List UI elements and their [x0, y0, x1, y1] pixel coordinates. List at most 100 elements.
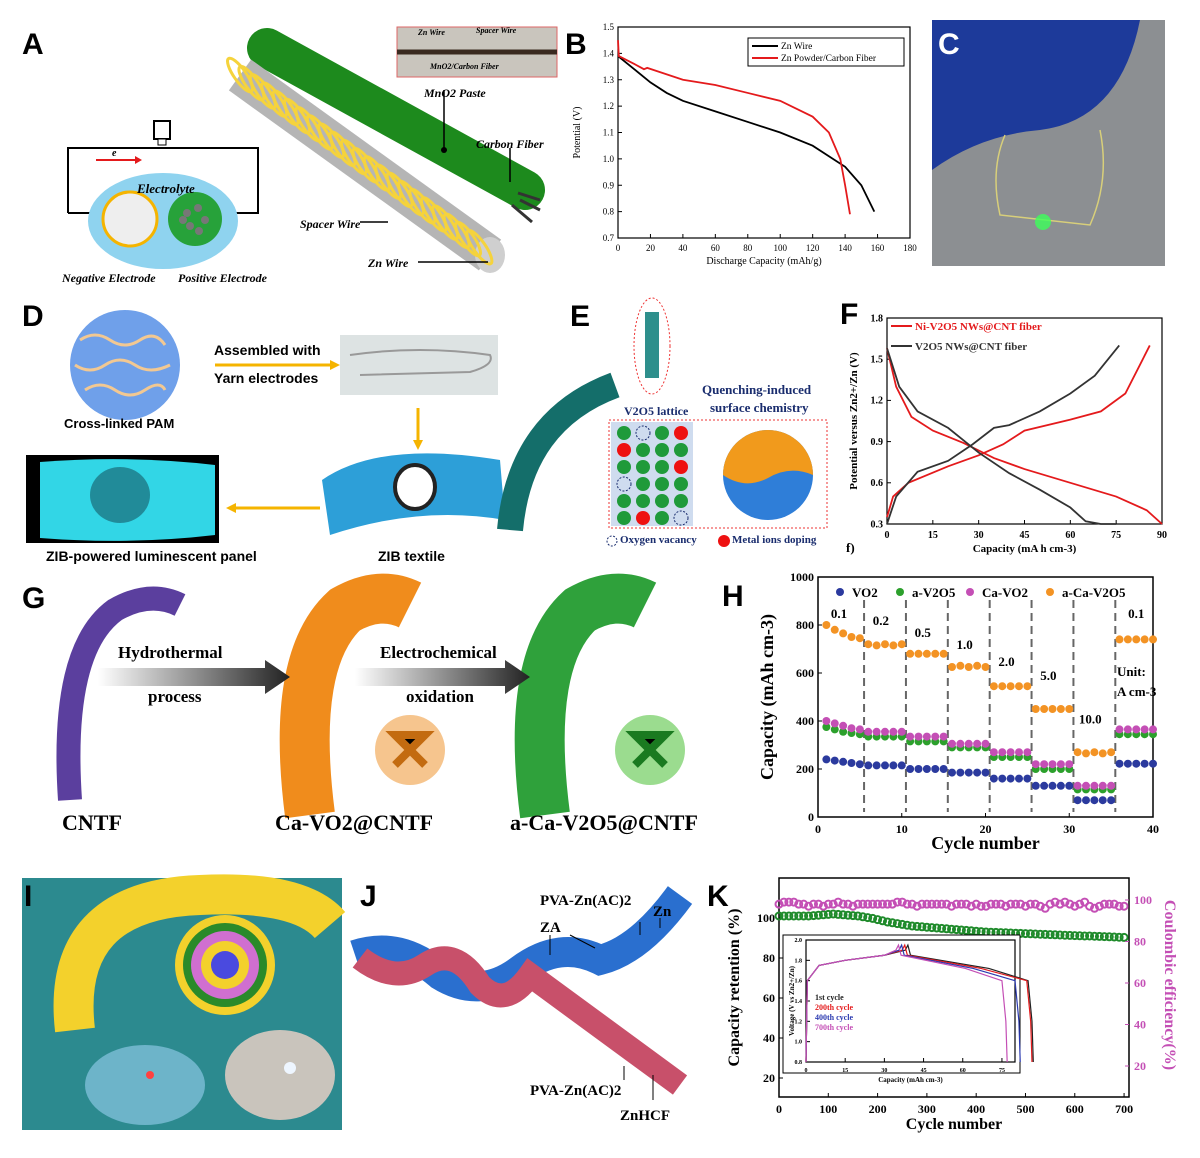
data-point	[897, 640, 906, 649]
data-point	[1123, 759, 1132, 768]
y-tick-label: 0	[808, 810, 814, 824]
efficiency-point	[1006, 899, 1016, 909]
unit-label: A cm-3	[1117, 684, 1157, 699]
efficiency-point	[1065, 899, 1075, 909]
data-point	[864, 761, 873, 770]
efficiency-point	[1119, 901, 1129, 911]
y-tick-label: 0.3	[871, 519, 884, 530]
y-tick-label: 800	[796, 618, 814, 632]
data-point	[998, 682, 1007, 691]
data-point	[864, 640, 873, 649]
retention-point	[1025, 929, 1035, 939]
data-point	[922, 765, 931, 773]
data-point	[939, 649, 948, 658]
efficiency-point	[853, 899, 863, 909]
data-point	[1065, 705, 1074, 713]
legend-label: V2O5 NWs@CNT fiber	[915, 341, 1027, 353]
x-axis-label: Discharge Capacity (mAh/g)	[706, 256, 821, 267]
panel-d-illustration	[26, 310, 505, 543]
panel-label-j: J	[360, 880, 377, 913]
retention-point	[1089, 931, 1099, 941]
panel-label-a: A	[22, 28, 44, 61]
efficiency-point	[1094, 901, 1104, 911]
data-point	[872, 641, 881, 650]
efficiency-point	[784, 897, 794, 907]
panel-j-illustration	[350, 886, 693, 1100]
data-point	[931, 765, 940, 773]
x-tick-label: 60	[960, 1068, 966, 1074]
data-point	[1149, 725, 1157, 734]
data-point	[989, 682, 998, 691]
data-point	[948, 663, 956, 671]
lattice-atom	[636, 443, 650, 457]
data-point	[1140, 725, 1149, 734]
charge-curve	[886, 345, 1151, 518]
data-point	[1140, 635, 1149, 644]
legend-marker	[1046, 588, 1054, 596]
y-axis-label: Capacity (mAh cm-3)	[757, 614, 778, 780]
data-point	[855, 760, 864, 769]
efficiency-point	[922, 899, 932, 909]
y2-axis-label: Coulombic efficiency(%)	[1161, 900, 1178, 1070]
data-point	[839, 721, 848, 730]
data-point	[889, 761, 898, 770]
efficiency-point	[986, 899, 996, 909]
data-point	[872, 761, 881, 770]
lattice-atom	[636, 460, 650, 474]
positive-electrode	[168, 192, 222, 246]
y-tick-label: 0.6	[871, 478, 884, 489]
hydrothermal-label: Hydrothermal	[118, 643, 223, 662]
panel-label-h: H	[722, 580, 744, 613]
hand-photo-inset	[85, 1045, 205, 1125]
y-tick-label: 40	[763, 1031, 775, 1045]
data-point	[1132, 725, 1141, 734]
panel-label-k: K	[707, 880, 729, 913]
efficiency-point	[1085, 901, 1095, 911]
chart-f: 0 15 30 45 60 75 90 0.3 0.6 0.9 1.2 1.5 1.8 Capacity …	[846, 313, 1167, 555]
nanowire-fiber	[497, 372, 620, 532]
znhcf-cathode-fiber	[352, 946, 688, 1095]
data-point	[1090, 781, 1099, 790]
data-point	[1140, 759, 1149, 768]
electrolyte-label: Electrolyte	[137, 181, 195, 196]
charge-curve	[886, 344, 1120, 525]
efficiency-point	[991, 899, 1001, 909]
y-tick-label: 200	[796, 762, 814, 776]
znhcf-label: ZnHCF	[620, 1108, 671, 1124]
efficiency-point	[1104, 899, 1114, 909]
data-point	[956, 739, 965, 748]
data-point	[964, 739, 973, 748]
retention-point	[917, 922, 927, 932]
data-point	[1031, 760, 1040, 769]
x-axis-label: Cycle number	[906, 1116, 1002, 1133]
y-tick-label: 1000	[790, 570, 814, 584]
efficiency-point	[774, 899, 784, 909]
retention-point	[887, 918, 897, 928]
data-point	[922, 732, 931, 741]
panel-e-illustration	[497, 297, 828, 547]
efficiency-point	[961, 899, 971, 909]
data-point	[1132, 635, 1141, 644]
y2-tick-label: 80	[1134, 935, 1146, 949]
y-tick-label: 1.3	[603, 75, 615, 85]
y-tick-label: 1.5	[871, 355, 884, 366]
data-point	[889, 641, 898, 650]
retention-point	[1055, 930, 1065, 940]
metal-ions-doping-label: Metal ions doping	[732, 534, 817, 546]
efficiency-point	[843, 899, 853, 909]
retention-point	[833, 909, 843, 919]
panel-label-e: E	[570, 300, 591, 333]
lattice-atom	[617, 494, 631, 508]
data-point	[1056, 781, 1065, 790]
efficiency-point	[971, 899, 981, 909]
retention-point	[878, 916, 888, 926]
efficiency-point	[1035, 901, 1045, 911]
data-point	[822, 723, 831, 731]
unit-label: Unit:	[1117, 664, 1146, 679]
efficiency-point	[809, 899, 819, 909]
retention-point	[1085, 931, 1095, 941]
data-point	[1090, 748, 1099, 757]
retention-point	[1016, 928, 1026, 938]
data-point	[1115, 635, 1124, 644]
y-tick-label: 60	[763, 991, 775, 1005]
